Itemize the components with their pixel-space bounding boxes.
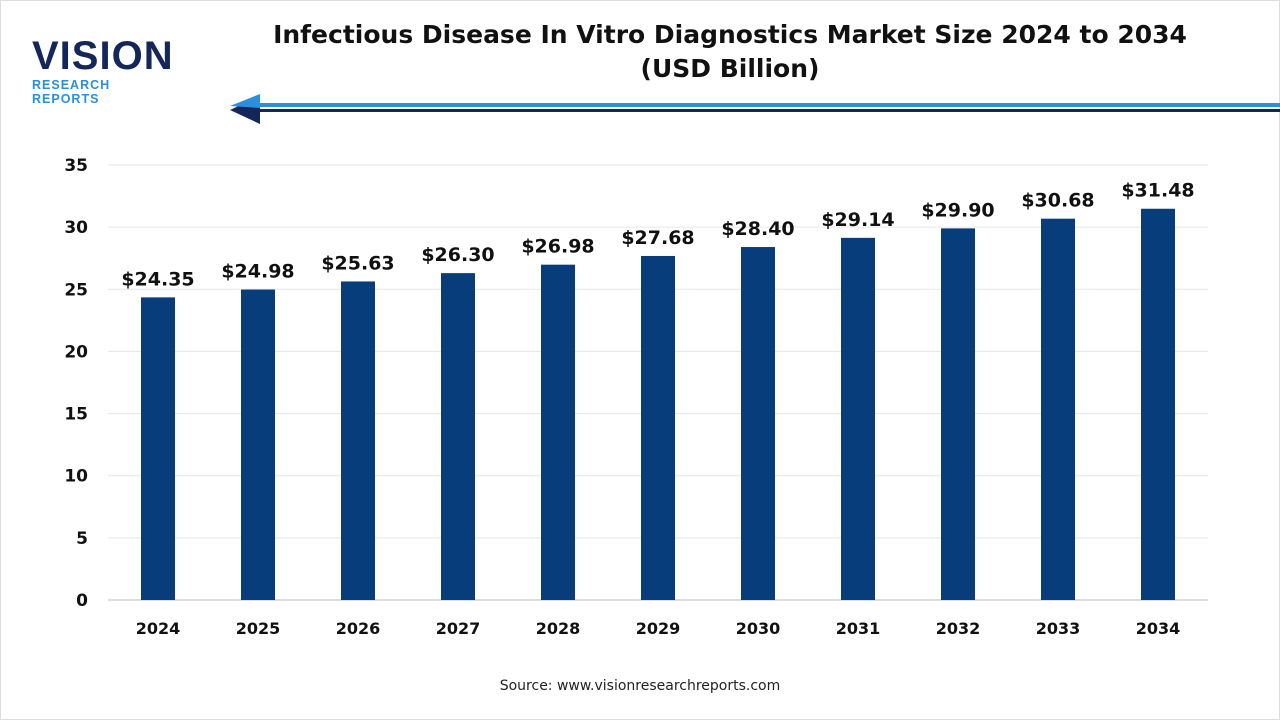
x-tick-label: 2024 <box>136 619 181 638</box>
y-tick-label: 30 <box>64 218 88 238</box>
bar-2025 <box>241 289 275 600</box>
y-tick-label: 0 <box>76 591 88 611</box>
logo-sub: RESEARCH REPORTS <box>32 78 111 106</box>
chart-title: Infectious Disease In Vitro Diagnostics … <box>250 18 1210 86</box>
data-label: $31.48 <box>1121 180 1194 202</box>
data-label: $27.68 <box>621 227 694 249</box>
y-tick-label: 25 <box>64 280 88 300</box>
x-tick-label: 2026 <box>336 619 381 638</box>
y-tick-label: 20 <box>64 342 88 362</box>
logo: VISION RESEARCH REPORTS <box>32 36 182 106</box>
data-label: $26.98 <box>521 236 594 258</box>
x-tick-label: 2027 <box>436 619 481 638</box>
bar-2033 <box>1041 218 1075 601</box>
title-line-2: (USD Billion) <box>640 54 820 83</box>
data-label: $24.35 <box>121 268 194 290</box>
bar-2026 <box>341 281 375 600</box>
data-label: $28.40 <box>721 218 794 240</box>
bar-2024 <box>141 297 175 600</box>
y-tick-label: 35 <box>64 156 88 176</box>
arrow-decoration-icon <box>230 94 1280 124</box>
bar-2029 <box>641 255 675 600</box>
bar-2027 <box>441 273 475 600</box>
data-label: $26.30 <box>421 244 494 266</box>
x-tick-label: 2034 <box>1136 619 1181 638</box>
y-tick-label: 5 <box>76 529 88 549</box>
x-tick-label: 2032 <box>936 619 981 638</box>
data-label: $29.90 <box>921 199 994 221</box>
x-tick-label: 2025 <box>236 619 281 638</box>
x-tick-label: 2029 <box>636 619 681 638</box>
data-label: $30.68 <box>1021 190 1094 212</box>
bar-2032 <box>941 228 975 600</box>
x-tick-label: 2030 <box>736 619 781 638</box>
y-tick-label: 10 <box>64 467 88 487</box>
data-label: $25.63 <box>321 252 394 274</box>
x-tick-label: 2033 <box>1036 619 1081 638</box>
source-note: Source: www.visionresearchreports.com <box>499 678 781 694</box>
x-tick-label: 2031 <box>836 619 881 638</box>
bar-2034 <box>1141 208 1175 600</box>
logo-main: VISION <box>32 34 174 78</box>
x-tick-label: 2028 <box>536 619 581 638</box>
bar-2028 <box>541 264 575 600</box>
title-line-1: Infectious Disease In Vitro Diagnostics … <box>273 20 1187 49</box>
y-tick-label: 15 <box>64 405 88 425</box>
data-label: $24.98 <box>221 261 294 283</box>
bar-2031 <box>841 237 875 600</box>
bar-2030 <box>741 247 775 600</box>
data-label: $29.14 <box>821 209 894 231</box>
